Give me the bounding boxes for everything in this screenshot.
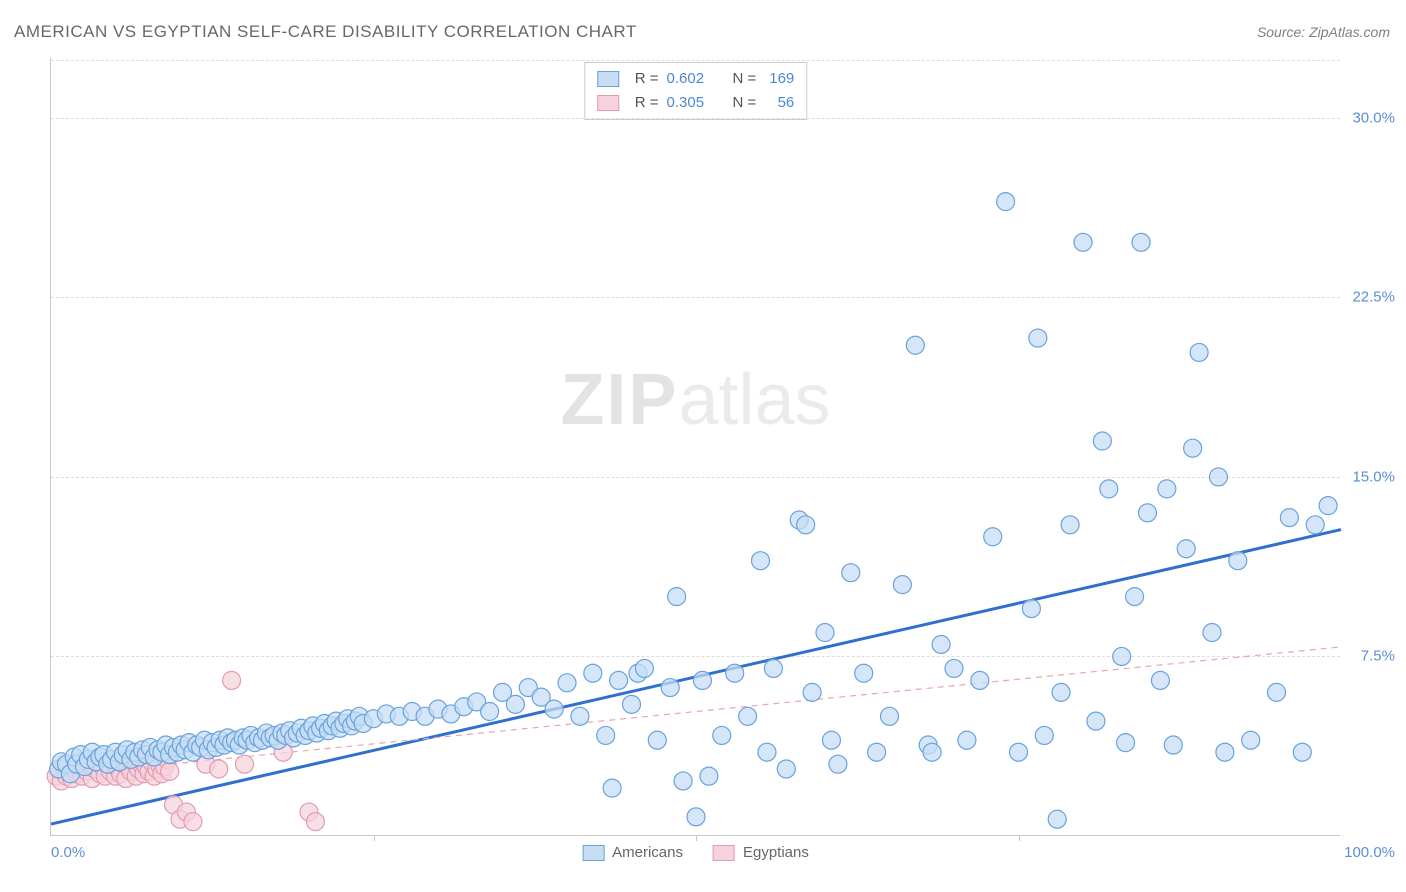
scatter-point bbox=[687, 808, 705, 826]
scatter-point bbox=[1093, 432, 1111, 450]
scatter-point bbox=[236, 755, 254, 773]
scatter-point bbox=[1074, 233, 1092, 251]
scatter-point bbox=[1126, 588, 1144, 606]
scatter-point bbox=[1010, 743, 1028, 761]
scatter-point bbox=[1100, 480, 1118, 498]
scatter-point bbox=[1035, 726, 1053, 744]
scatter-point bbox=[1052, 683, 1070, 701]
scatter-point bbox=[223, 671, 241, 689]
legend-swatch bbox=[713, 845, 735, 861]
scatter-point bbox=[822, 731, 840, 749]
scatter-point bbox=[971, 671, 989, 689]
scatter-point bbox=[210, 760, 228, 778]
source-attribution: Source: ZipAtlas.com bbox=[1257, 24, 1390, 40]
scatter-point bbox=[603, 779, 621, 797]
scatter-point bbox=[1139, 504, 1157, 522]
scatter-point bbox=[1048, 810, 1066, 828]
scatter-point bbox=[1229, 552, 1247, 570]
scatter-point bbox=[674, 772, 692, 790]
chart-title: AMERICAN VS EGYPTIAN SELF-CARE DISABILIT… bbox=[14, 22, 637, 42]
scatter-point bbox=[923, 743, 941, 761]
scatter-point bbox=[829, 755, 847, 773]
x-tick-label: 0.0% bbox=[51, 844, 85, 861]
scatter-point bbox=[758, 743, 776, 761]
y-tick-label: 7.5% bbox=[1361, 648, 1395, 665]
scatter-point bbox=[506, 695, 524, 713]
scatter-point bbox=[881, 707, 899, 725]
y-tick-label: 30.0% bbox=[1352, 109, 1395, 126]
scatter-point bbox=[1029, 329, 1047, 347]
x-tick-label: 100.0% bbox=[1344, 844, 1395, 861]
scatter-point bbox=[958, 731, 976, 749]
scatter-point bbox=[1280, 509, 1298, 527]
scatter-point bbox=[623, 695, 641, 713]
scatter-point bbox=[184, 813, 202, 831]
series-legend: Americans Egyptians bbox=[582, 844, 809, 861]
scatter-point bbox=[571, 707, 589, 725]
scatter-point bbox=[855, 664, 873, 682]
scatter-point bbox=[932, 635, 950, 653]
legend-swatch bbox=[582, 845, 604, 861]
scatter-point bbox=[1319, 497, 1337, 515]
scatter-point bbox=[481, 703, 499, 721]
scatter-point bbox=[868, 743, 886, 761]
scatter-point bbox=[1242, 731, 1260, 749]
scatter-point bbox=[161, 762, 179, 780]
legend-item: Americans bbox=[582, 844, 683, 861]
scatter-point bbox=[1216, 743, 1234, 761]
scatter-point bbox=[1061, 516, 1079, 534]
scatter-point bbox=[1087, 712, 1105, 730]
scatter-point bbox=[1203, 624, 1221, 642]
scatter-point bbox=[661, 679, 679, 697]
legend-label: Americans bbox=[612, 844, 683, 861]
scatter-point bbox=[635, 659, 653, 677]
scatter-point bbox=[726, 664, 744, 682]
scatter-point bbox=[803, 683, 821, 701]
scatter-point bbox=[1117, 734, 1135, 752]
legend-label: Egyptians bbox=[743, 844, 809, 861]
scatter-point bbox=[1113, 647, 1131, 665]
scatter-point bbox=[764, 659, 782, 677]
y-tick-label: 22.5% bbox=[1352, 289, 1395, 306]
scatter-point bbox=[306, 813, 324, 831]
scatter-point bbox=[1306, 516, 1324, 534]
scatter-point bbox=[584, 664, 602, 682]
scatter-point bbox=[1022, 600, 1040, 618]
scatter-point bbox=[842, 564, 860, 582]
scatter-point bbox=[816, 624, 834, 642]
scatter-point bbox=[1268, 683, 1286, 701]
scatter-point bbox=[945, 659, 963, 677]
y-tick-label: 15.0% bbox=[1352, 468, 1395, 485]
scatter-point bbox=[610, 671, 628, 689]
scatter-point bbox=[1293, 743, 1311, 761]
scatter-point bbox=[1158, 480, 1176, 498]
scatter-point bbox=[1177, 540, 1195, 558]
scatter-point bbox=[713, 726, 731, 744]
scatter-point bbox=[700, 767, 718, 785]
legend-item: Egyptians bbox=[713, 844, 809, 861]
scatter-point bbox=[1164, 736, 1182, 754]
plot-area: ZIPatlas R =0.602N =169R =0.305N =56 Ame… bbox=[50, 58, 1340, 836]
scatter-point bbox=[668, 588, 686, 606]
scatter-point bbox=[1184, 439, 1202, 457]
scatter-point bbox=[558, 674, 576, 692]
scatter-point bbox=[1209, 468, 1227, 486]
scatter-point bbox=[693, 671, 711, 689]
scatter-point bbox=[1190, 343, 1208, 361]
scatter-point bbox=[1132, 233, 1150, 251]
scatter-point bbox=[906, 336, 924, 354]
scatter-point bbox=[777, 760, 795, 778]
svg-layer bbox=[51, 58, 1341, 836]
scatter-point bbox=[648, 731, 666, 749]
scatter-point bbox=[597, 726, 615, 744]
scatter-point bbox=[1151, 671, 1169, 689]
scatter-point bbox=[739, 707, 757, 725]
chart-container: AMERICAN VS EGYPTIAN SELF-CARE DISABILIT… bbox=[0, 0, 1406, 892]
scatter-point bbox=[984, 528, 1002, 546]
scatter-point bbox=[752, 552, 770, 570]
scatter-point bbox=[797, 516, 815, 534]
scatter-point bbox=[997, 193, 1015, 211]
scatter-point bbox=[893, 576, 911, 594]
scatter-point bbox=[545, 700, 563, 718]
